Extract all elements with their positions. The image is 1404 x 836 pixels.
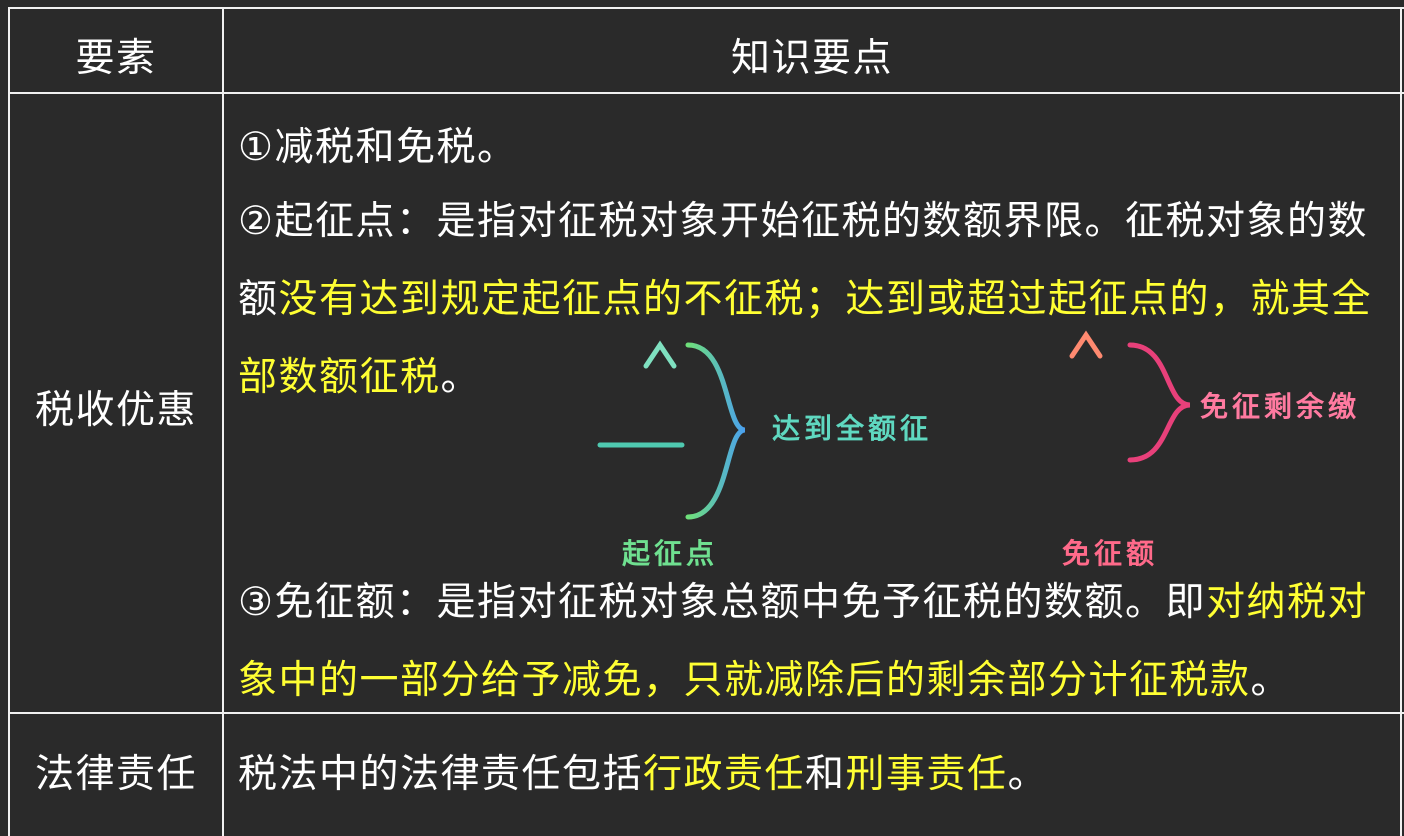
row-label: 法律责任 [34,752,197,797]
text-segment: 没有达到规定起征点的不征税；达到或超过起征点的，就其全部数额征税 [238,277,1373,400]
border [8,92,1404,94]
text-segment: 行政责任 [643,752,806,797]
paragraph: ③免征额：是指对征税对象总额中免予征税的数额。即对纳税对象中的一部分给予减免，只… [238,564,1398,720]
diagram-start [583,340,773,520]
text-segment: ①减税和免税。 [238,125,518,170]
paragraph: 税法中的法律责任包括行政责任和刑事责任。 [238,736,1398,814]
text-segment: 。 [440,355,482,400]
header-cell: 要素 [75,36,157,81]
paragraph: ①减税和免税。 [238,109,1398,187]
border [8,7,10,836]
header-cell: 知识要点 [730,36,893,81]
border [8,712,1404,714]
border [1400,7,1402,836]
text-segment: 。 [1007,752,1049,797]
paragraph: ②起征点：是指对征税对象开始征税的数额界限。征税对象的数额没有达到规定起征点的不… [238,183,1398,417]
diagram-caption: 起征点 [622,537,718,570]
diagram-annotation: 免征剩余缴 [1200,390,1360,423]
text-segment: ③免征额：是指对征税对象总额中免予征税的数额。即 [238,580,1206,625]
text-segment: 刑事责任 [845,752,1008,797]
text-segment: ②起征点：是指对征税对象开始征税的数额界限。征税对象的数额 [238,199,1368,322]
border [222,7,224,836]
text-segment: 对纳税对象中的一部分给予减免，只就减除后的剩余部分计征税款 [238,580,1368,703]
diagram-caption: 免征额 [1062,537,1158,570]
text-segment: 。 [1250,658,1292,703]
diagram-annotation: 达到全额征 [772,412,932,445]
text-segment: 税法中的法律责任包括 [238,752,644,797]
border [8,7,1404,9]
row-label: 税收优惠 [34,388,197,433]
text-segment: 和 [805,752,846,797]
diagram-exempt [1017,330,1216,522]
